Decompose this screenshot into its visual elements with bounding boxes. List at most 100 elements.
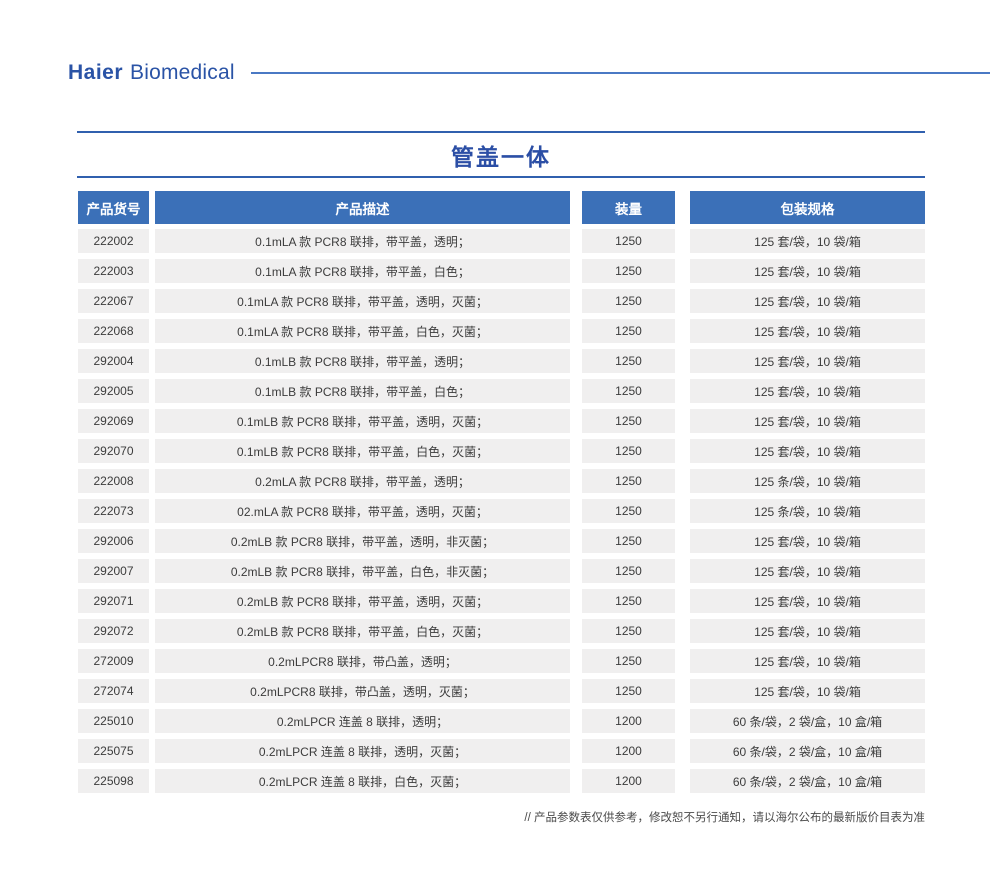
cell-packaging: 125 套/袋，10 袋/箱 (690, 679, 925, 703)
cell-product-code: 222068 (78, 319, 149, 343)
cell-fill-quantity: 1250 (582, 649, 675, 673)
cell-description: 02.mLA 款 PCR8 联排，带平盖，透明，灭菌； (155, 499, 570, 523)
cell-packaging: 60 条/袋，2 袋/盒，10 盒/箱 (690, 709, 925, 733)
cell-product-code: 292071 (78, 589, 149, 613)
table-row: 222073 02.mLA 款 PCR8 联排，带平盖，透明，灭菌； 1250 125… (78, 499, 925, 523)
table-row: 225075 0.2mLPCR 连盖 8 联排，透明，灭菌； 1200 60 条/袋，… (78, 739, 925, 763)
table-row: 225098 0.2mLPCR 连盖 8 联排，白色，灭菌； 1200 60 条/袋，… (78, 769, 925, 793)
table-row: 272009 0.2mLPCR8 联排，带凸盖，透明； 1250 125 套/袋，10… (78, 649, 925, 673)
table-row: 292004 0.1mLB 款 PCR8 联排，带平盖，透明； 1250 125 套/… (78, 349, 925, 373)
table-row: 292070 0.1mLB 款 PCR8 联排，带平盖，白色，灭菌； 1250 125… (78, 439, 925, 463)
cell-fill-quantity: 1250 (582, 409, 675, 433)
cell-fill-quantity: 1250 (582, 229, 675, 253)
cell-description: 0.2mLA 款 PCR8 联排，带平盖，透明； (155, 469, 570, 493)
cell-fill-quantity: 1250 (582, 469, 675, 493)
cell-fill-quantity: 1250 (582, 349, 675, 373)
cell-packaging: 125 套/袋，10 袋/箱 (690, 559, 925, 583)
cell-packaging: 125 套/袋，10 袋/箱 (690, 409, 925, 433)
table-body: 222002 0.1mLA 款 PCR8 联排，带平盖，透明； 1250 125 套/… (78, 229, 925, 793)
cell-product-code: 272009 (78, 649, 149, 673)
cell-fill-quantity: 1250 (582, 529, 675, 553)
cell-fill-quantity: 1200 (582, 709, 675, 733)
table-row: 292072 0.2mLB 款 PCR8 联排，带平盖，白色，灭菌； 1250 125… (78, 619, 925, 643)
table-row: 222002 0.1mLA 款 PCR8 联排，带平盖，透明； 1250 125 套/… (78, 229, 925, 253)
cell-description: 0.2mLPCR 连盖 8 联排，透明； (155, 709, 570, 733)
cell-packaging: 60 条/袋，2 袋/盒，10 盒/箱 (690, 739, 925, 763)
table-header-row: 产品货号 产品描述 装量 包装规格 (78, 191, 925, 224)
cell-description: 0.1mLB 款 PCR8 联排，带平盖，白色，灭菌； (155, 439, 570, 463)
cell-fill-quantity: 1250 (582, 679, 675, 703)
cell-product-code: 292006 (78, 529, 149, 553)
table-row: 292069 0.1mLB 款 PCR8 联排，带平盖，透明，灭菌； 1250 125… (78, 409, 925, 433)
cell-description: 0.2mLPCR8 联排，带凸盖，透明； (155, 649, 570, 673)
cell-product-code: 225010 (78, 709, 149, 733)
col-header-packaging: 包装规格 (690, 191, 925, 224)
cell-fill-quantity: 1250 (582, 499, 675, 523)
brand-logo: Haier Biomedical (68, 61, 235, 85)
brand-logo-haier: Haier (68, 61, 124, 84)
cell-packaging: 125 套/袋，10 袋/箱 (690, 619, 925, 643)
cell-description: 0.2mLPCR 连盖 8 联排，白色，灭菌； (155, 769, 570, 793)
col-header-product-code: 产品货号 (78, 191, 149, 224)
brand-bar: Haier Biomedical (68, 57, 990, 89)
title-block: 管盖一体 (77, 131, 925, 178)
cell-fill-quantity: 1250 (582, 319, 675, 343)
cell-description: 0.1mLA 款 PCR8 联排，带平盖，白色； (155, 259, 570, 283)
cell-description: 0.1mLB 款 PCR8 联排，带平盖，透明，灭菌； (155, 409, 570, 433)
cell-product-code: 222067 (78, 289, 149, 313)
cell-packaging: 60 条/袋，2 袋/盒，10 盒/箱 (690, 769, 925, 793)
table-row: 222008 0.2mLA 款 PCR8 联排，带平盖，透明； 1250 125 条/… (78, 469, 925, 493)
cell-product-code: 272074 (78, 679, 149, 703)
cell-packaging: 125 条/袋，10 袋/箱 (690, 469, 925, 493)
cell-description: 0.1mLB 款 PCR8 联排，带平盖，透明； (155, 349, 570, 373)
cell-product-code: 292004 (78, 349, 149, 373)
cell-packaging: 125 套/袋，10 袋/箱 (690, 349, 925, 373)
col-header-description: 产品描述 (155, 191, 570, 224)
cell-product-code: 222073 (78, 499, 149, 523)
cell-fill-quantity: 1200 (582, 739, 675, 763)
cell-packaging: 125 套/袋，10 袋/箱 (690, 289, 925, 313)
cell-product-code: 222003 (78, 259, 149, 283)
cell-packaging: 125 套/袋，10 袋/箱 (690, 649, 925, 673)
cell-fill-quantity: 1250 (582, 589, 675, 613)
table-row: 292005 0.1mLB 款 PCR8 联排，带平盖，白色； 1250 125 套/… (78, 379, 925, 403)
table-row: 292071 0.2mLB 款 PCR8 联排，带平盖，透明，灭菌； 1250 125… (78, 589, 925, 613)
cell-packaging: 125 套/袋，10 袋/箱 (690, 439, 925, 463)
cell-description: 0.2mLPCR8 联排，带凸盖，透明，灭菌； (155, 679, 570, 703)
cell-description: 0.1mLA 款 PCR8 联排，带平盖，白色，灭菌； (155, 319, 570, 343)
brand-rule-line (250, 72, 990, 74)
cell-product-code: 292005 (78, 379, 149, 403)
cell-fill-quantity: 1250 (582, 289, 675, 313)
cell-description: 0.1mLB 款 PCR8 联排，带平盖，白色； (155, 379, 570, 403)
table-row: 222003 0.1mLA 款 PCR8 联排，带平盖，白色； 1250 125 套/… (78, 259, 925, 283)
product-table: 产品货号 产品描述 装量 包装规格 222002 0.1mLA 款 PCR8 联排… (78, 191, 925, 799)
cell-product-code: 292072 (78, 619, 149, 643)
table-row: 292006 0.2mLB 款 PCR8 联排，带平盖，透明，非灭菌； 1250 12… (78, 529, 925, 553)
cell-description: 0.2mLB 款 PCR8 联排，带平盖，白色，灭菌； (155, 619, 570, 643)
cell-packaging: 125 套/袋，10 袋/箱 (690, 319, 925, 343)
brand-logo-biomedical: Biomedical (130, 61, 235, 84)
page-title: 管盖一体 (451, 143, 551, 170)
cell-description: 0.2mLB 款 PCR8 联排，带平盖，白色，非灭菌； (155, 559, 570, 583)
cell-packaging: 125 套/袋，10 袋/箱 (690, 589, 925, 613)
table-row: 222067 0.1mLA 款 PCR8 联排，带平盖，透明，灭菌； 1250 125… (78, 289, 925, 313)
table-row: 272074 0.2mLPCR8 联排，带凸盖，透明，灭菌； 1250 125 套/袋… (78, 679, 925, 703)
cell-product-code: 225098 (78, 769, 149, 793)
footnote: // 产品参数表仅供参考，修改恕不另行通知，请以海尔公布的最新版价目表为准 (524, 812, 925, 824)
cell-description: 0.1mLA 款 PCR8 联排，带平盖，透明，灭菌； (155, 289, 570, 313)
cell-description: 0.2mLB 款 PCR8 联排，带平盖，透明，非灭菌； (155, 529, 570, 553)
cell-packaging: 125 套/袋，10 袋/箱 (690, 529, 925, 553)
cell-fill-quantity: 1250 (582, 259, 675, 283)
table-row: 225010 0.2mLPCR 连盖 8 联排，透明； 1200 60 条/袋，2 袋… (78, 709, 925, 733)
cell-description: 0.2mLB 款 PCR8 联排，带平盖，透明，灭菌； (155, 589, 570, 613)
cell-fill-quantity: 1200 (582, 769, 675, 793)
cell-product-code: 222008 (78, 469, 149, 493)
cell-product-code: 222002 (78, 229, 149, 253)
table-row: 222068 0.1mLA 款 PCR8 联排，带平盖，白色，灭菌； 1250 125… (78, 319, 925, 343)
cell-description: 0.2mLPCR 连盖 8 联排，透明，灭菌； (155, 739, 570, 763)
cell-packaging: 125 条/袋，10 袋/箱 (690, 499, 925, 523)
cell-fill-quantity: 1250 (582, 559, 675, 583)
cell-product-code: 225075 (78, 739, 149, 763)
cell-product-code: 292069 (78, 409, 149, 433)
